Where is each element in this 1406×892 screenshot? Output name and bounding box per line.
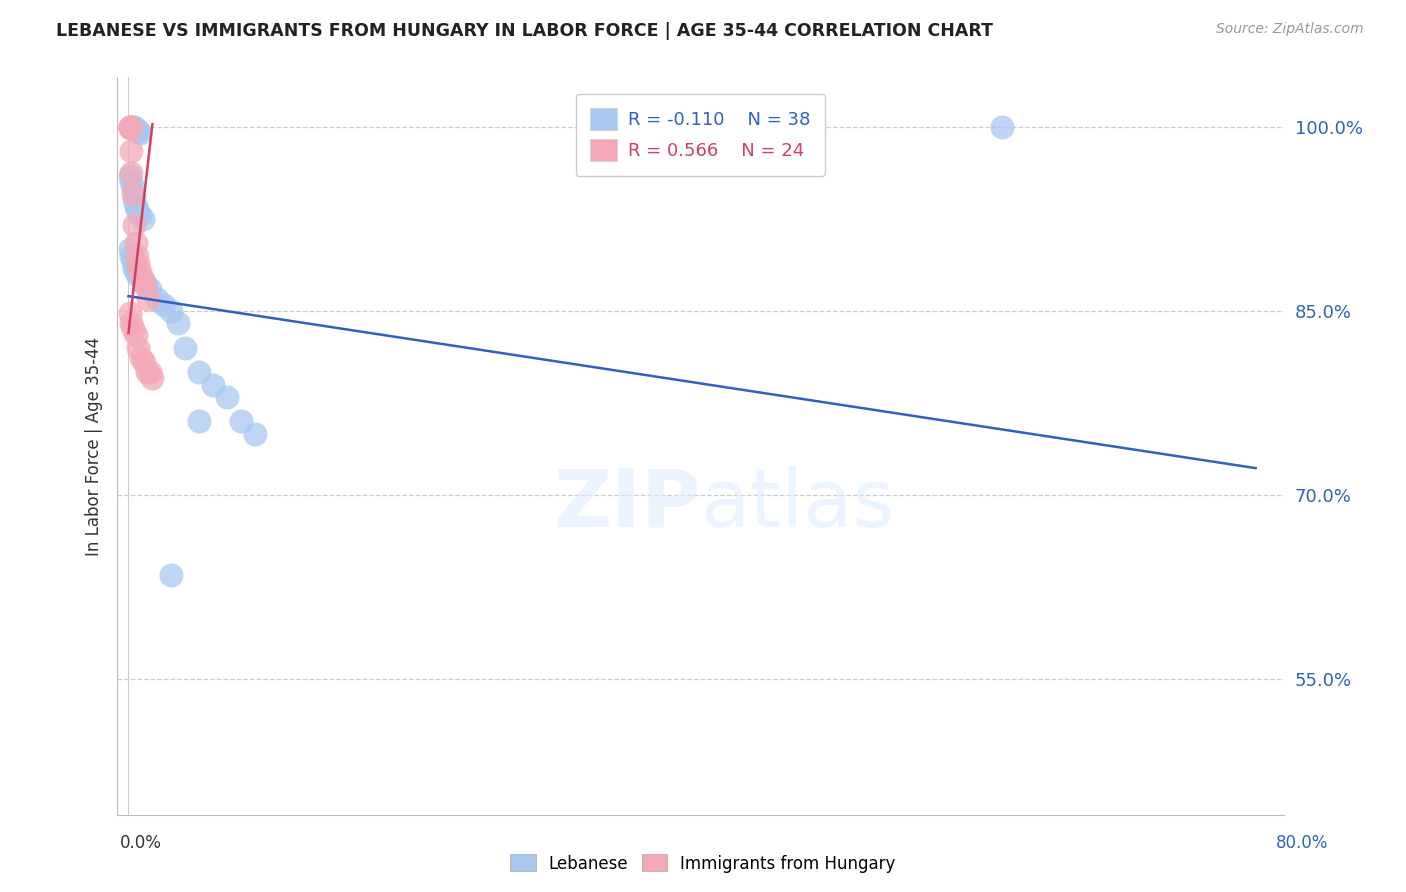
Point <box>129 351 152 365</box>
Point <box>128 126 150 140</box>
Point <box>124 122 146 136</box>
Point <box>121 187 143 202</box>
Point <box>125 203 148 218</box>
Point <box>121 181 143 195</box>
Point <box>118 120 141 135</box>
Legend: Lebanese, Immigrants from Hungary: Lebanese, Immigrants from Hungary <box>503 847 903 880</box>
Point <box>124 264 146 278</box>
Point <box>121 254 143 268</box>
Point <box>127 257 149 271</box>
Point <box>122 120 145 134</box>
Point <box>132 355 155 369</box>
Point <box>136 292 159 306</box>
Point <box>122 194 145 208</box>
Point <box>173 341 195 355</box>
Text: LEBANESE VS IMMIGRANTS FROM HUNGARY IN LABOR FORCE | AGE 35-44 CORRELATION CHART: LEBANESE VS IMMIGRANTS FROM HUNGARY IN L… <box>56 22 993 40</box>
Point <box>145 292 167 306</box>
Point <box>127 124 149 138</box>
Point <box>118 120 141 134</box>
Point <box>125 123 148 137</box>
Point <box>118 120 141 134</box>
Point <box>131 273 153 287</box>
Point <box>118 306 141 320</box>
Point <box>245 426 267 441</box>
Point <box>141 371 163 385</box>
Point <box>152 298 174 312</box>
Point <box>201 377 224 392</box>
Point <box>118 169 141 183</box>
Text: 0.0%: 0.0% <box>120 834 162 852</box>
Point <box>120 249 142 263</box>
Point <box>166 316 188 330</box>
Point <box>127 341 149 355</box>
Point <box>122 260 145 275</box>
Point <box>121 322 143 336</box>
Point <box>122 218 145 232</box>
Point <box>159 303 181 318</box>
Point <box>231 414 253 428</box>
Point <box>134 277 156 291</box>
Point <box>120 144 142 158</box>
Text: Source: ZipAtlas.com: Source: ZipAtlas.com <box>1216 22 1364 37</box>
Point <box>120 120 142 134</box>
Point <box>138 365 160 379</box>
Point <box>131 211 153 226</box>
Point <box>118 120 141 134</box>
Point <box>217 390 239 404</box>
Point <box>127 269 149 284</box>
Point <box>128 208 150 222</box>
Point <box>131 273 153 287</box>
Point <box>128 264 150 278</box>
Point <box>124 328 146 343</box>
Point <box>124 199 146 213</box>
Text: 80.0%: 80.0% <box>1277 834 1329 852</box>
Point <box>120 316 142 330</box>
Point <box>120 175 142 189</box>
Point <box>135 365 157 379</box>
Point <box>134 279 156 293</box>
Point <box>121 120 143 134</box>
Point <box>120 166 142 180</box>
Point <box>159 568 181 582</box>
Text: atlas: atlas <box>700 466 894 544</box>
Point <box>187 414 209 428</box>
Point <box>187 365 209 379</box>
Point <box>138 282 160 296</box>
Point <box>118 243 141 257</box>
Point <box>991 120 1014 134</box>
Legend: R = -0.110    N = 38, R = 0.566    N = 24: R = -0.110 N = 38, R = 0.566 N = 24 <box>576 94 825 176</box>
Text: ZIP: ZIP <box>553 466 700 544</box>
Y-axis label: In Labor Force | Age 35-44: In Labor Force | Age 35-44 <box>86 336 103 556</box>
Point <box>125 249 148 263</box>
Point <box>124 236 146 251</box>
